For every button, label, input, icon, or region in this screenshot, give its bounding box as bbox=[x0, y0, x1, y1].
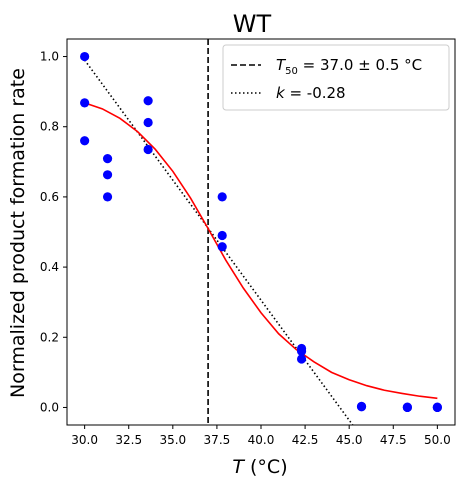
y-axis-ticks: 0.0 0.2 0.4 0.6 0.8 1.0 bbox=[40, 50, 67, 414]
data-point bbox=[102, 170, 113, 180]
x-tick-label: 42.5 bbox=[292, 433, 319, 447]
legend-slope-symbol: k bbox=[276, 84, 286, 102]
data-point bbox=[102, 192, 113, 202]
y-tick-label: 0.0 bbox=[40, 400, 59, 414]
y-tick-label: 0.6 bbox=[40, 190, 59, 204]
x-tick-label: 47.5 bbox=[380, 433, 407, 447]
y-axis-title: Normalized product formation rate bbox=[7, 68, 29, 398]
legend-slope-text: = -0.28 bbox=[285, 84, 346, 102]
data-point bbox=[296, 354, 307, 364]
fit-curve bbox=[84, 102, 438, 400]
legend-slope-label: k = -0.28 bbox=[276, 84, 346, 102]
data-point bbox=[80, 51, 90, 62]
legend-t50-subscript: 50 bbox=[285, 66, 298, 77]
x-axis-title-symbol: T bbox=[232, 456, 245, 478]
legend-t50-text: = 37.0 ± 0.5 °C bbox=[298, 56, 422, 74]
x-axis-ticks: 30.0 32.5 35.0 37.5 40.0 42.5 45.0 47.5 50.0 bbox=[71, 425, 451, 447]
y-tick-label: 0.8 bbox=[40, 120, 59, 134]
legend-box bbox=[222, 44, 450, 111]
chart-title: WT bbox=[233, 10, 272, 38]
data-point bbox=[143, 96, 153, 106]
legend-t50-symbol: T bbox=[276, 56, 287, 74]
data-point bbox=[356, 402, 367, 412]
y-tick-label: 1.0 bbox=[40, 50, 59, 64]
slope-line bbox=[83, 59, 354, 425]
y-tick-label: 0.4 bbox=[40, 260, 59, 274]
legend: T50 = 37.0 ± 0.5 °C k = -0.28 bbox=[222, 44, 450, 111]
data-point bbox=[217, 230, 227, 241]
x-tick-label: 37.5 bbox=[204, 433, 231, 447]
data-point bbox=[102, 154, 113, 164]
plot-area bbox=[83, 39, 438, 425]
data-point bbox=[296, 346, 307, 356]
data-point bbox=[432, 402, 442, 413]
x-tick-label: 35.0 bbox=[159, 433, 186, 447]
data-point bbox=[217, 242, 227, 252]
y-tick-label: 0.2 bbox=[40, 330, 59, 344]
data-point bbox=[80, 98, 90, 108]
data-point bbox=[143, 117, 153, 128]
x-axis-title: T (°C) bbox=[232, 456, 287, 478]
data-point bbox=[80, 136, 90, 146]
x-tick-label: 30.0 bbox=[71, 433, 98, 447]
x-tick-label: 40.0 bbox=[248, 433, 275, 447]
x-tick-label: 50.0 bbox=[424, 433, 451, 447]
data-point bbox=[402, 402, 412, 413]
legend-t50-label: T50 = 37.0 ± 0.5 °C bbox=[276, 56, 422, 77]
data-point bbox=[143, 144, 153, 155]
data-point bbox=[217, 192, 227, 202]
x-axis-title-unit: (°C) bbox=[244, 456, 288, 478]
x-tick-label: 32.5 bbox=[115, 433, 142, 447]
x-tick-label: 45.0 bbox=[336, 433, 363, 447]
